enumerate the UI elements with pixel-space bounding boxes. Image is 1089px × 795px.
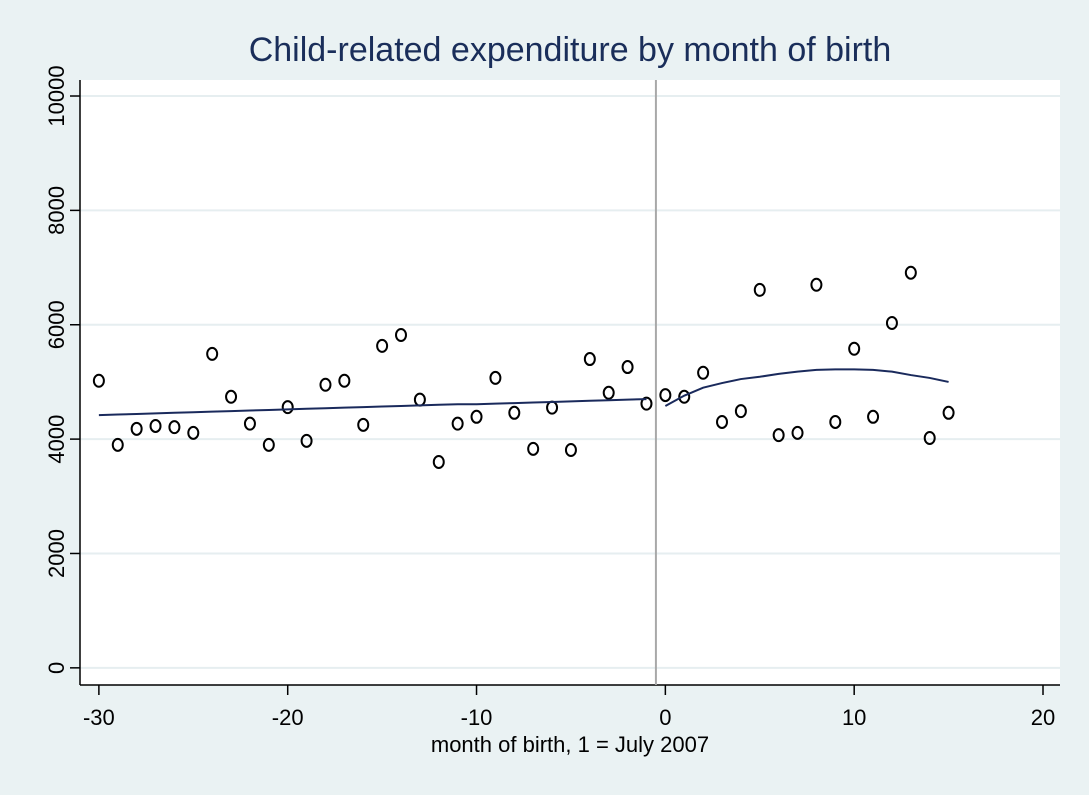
x-tick-label: 0 <box>659 705 671 730</box>
data-point <box>168 420 181 435</box>
data-point <box>262 437 275 452</box>
data-point <box>621 360 634 375</box>
data-point <box>772 428 785 443</box>
data-point <box>338 373 351 388</box>
data-point <box>451 416 464 431</box>
data-point <box>564 442 577 457</box>
data-point <box>432 454 445 469</box>
data-point <box>867 409 880 424</box>
data-point <box>716 414 729 429</box>
y-tick-label: 2000 <box>44 529 69 578</box>
x-tick-label: -10 <box>461 705 493 730</box>
data-point <box>92 373 105 388</box>
data-point <box>678 389 691 404</box>
data-point <box>602 385 615 400</box>
fit-line <box>664 368 949 407</box>
data-point <box>187 425 200 440</box>
plot-area <box>80 80 1060 685</box>
data-point <box>527 441 540 456</box>
x-tick-label: 20 <box>1031 705 1055 730</box>
data-point <box>697 365 710 380</box>
chart-title: Child-related expenditure by month of bi… <box>249 31 892 69</box>
data-point <box>243 416 256 431</box>
data-point <box>281 400 294 415</box>
data-point <box>753 282 766 297</box>
data-point <box>659 388 672 403</box>
fit-line <box>98 398 647 417</box>
data-point <box>791 425 804 440</box>
data-point <box>829 414 842 429</box>
y-tick-label: 6000 <box>44 300 69 349</box>
x-tick-label: -20 <box>272 705 304 730</box>
x-tick-label: -30 <box>83 705 115 730</box>
data-point <box>376 338 389 353</box>
y-tick-label: 4000 <box>44 415 69 464</box>
data-point <box>848 341 861 356</box>
data-point <box>734 404 747 419</box>
data-point <box>319 377 332 392</box>
y-tick-label: 0 <box>44 662 69 674</box>
y-tick-label: 10000 <box>44 65 69 126</box>
data-point <box>508 405 521 420</box>
data-point <box>357 417 370 432</box>
x-tick-label: 10 <box>842 705 866 730</box>
data-point <box>395 328 408 343</box>
y-tick-label: 8000 <box>44 186 69 235</box>
data-point <box>470 409 483 424</box>
data-point <box>923 430 936 445</box>
data-point <box>810 277 823 292</box>
data-point <box>149 418 162 433</box>
data-point <box>130 421 143 436</box>
data-point <box>583 352 596 367</box>
data-point <box>111 437 124 452</box>
data-point <box>942 405 955 420</box>
data-point <box>225 389 238 404</box>
data-point <box>300 433 313 448</box>
data-point <box>904 265 917 280</box>
data-point <box>206 346 219 361</box>
data-point <box>640 396 653 411</box>
data-point <box>489 370 502 385</box>
data-point <box>885 316 898 331</box>
x-axis-label: month of birth, 1 = July 2007 <box>431 732 709 757</box>
